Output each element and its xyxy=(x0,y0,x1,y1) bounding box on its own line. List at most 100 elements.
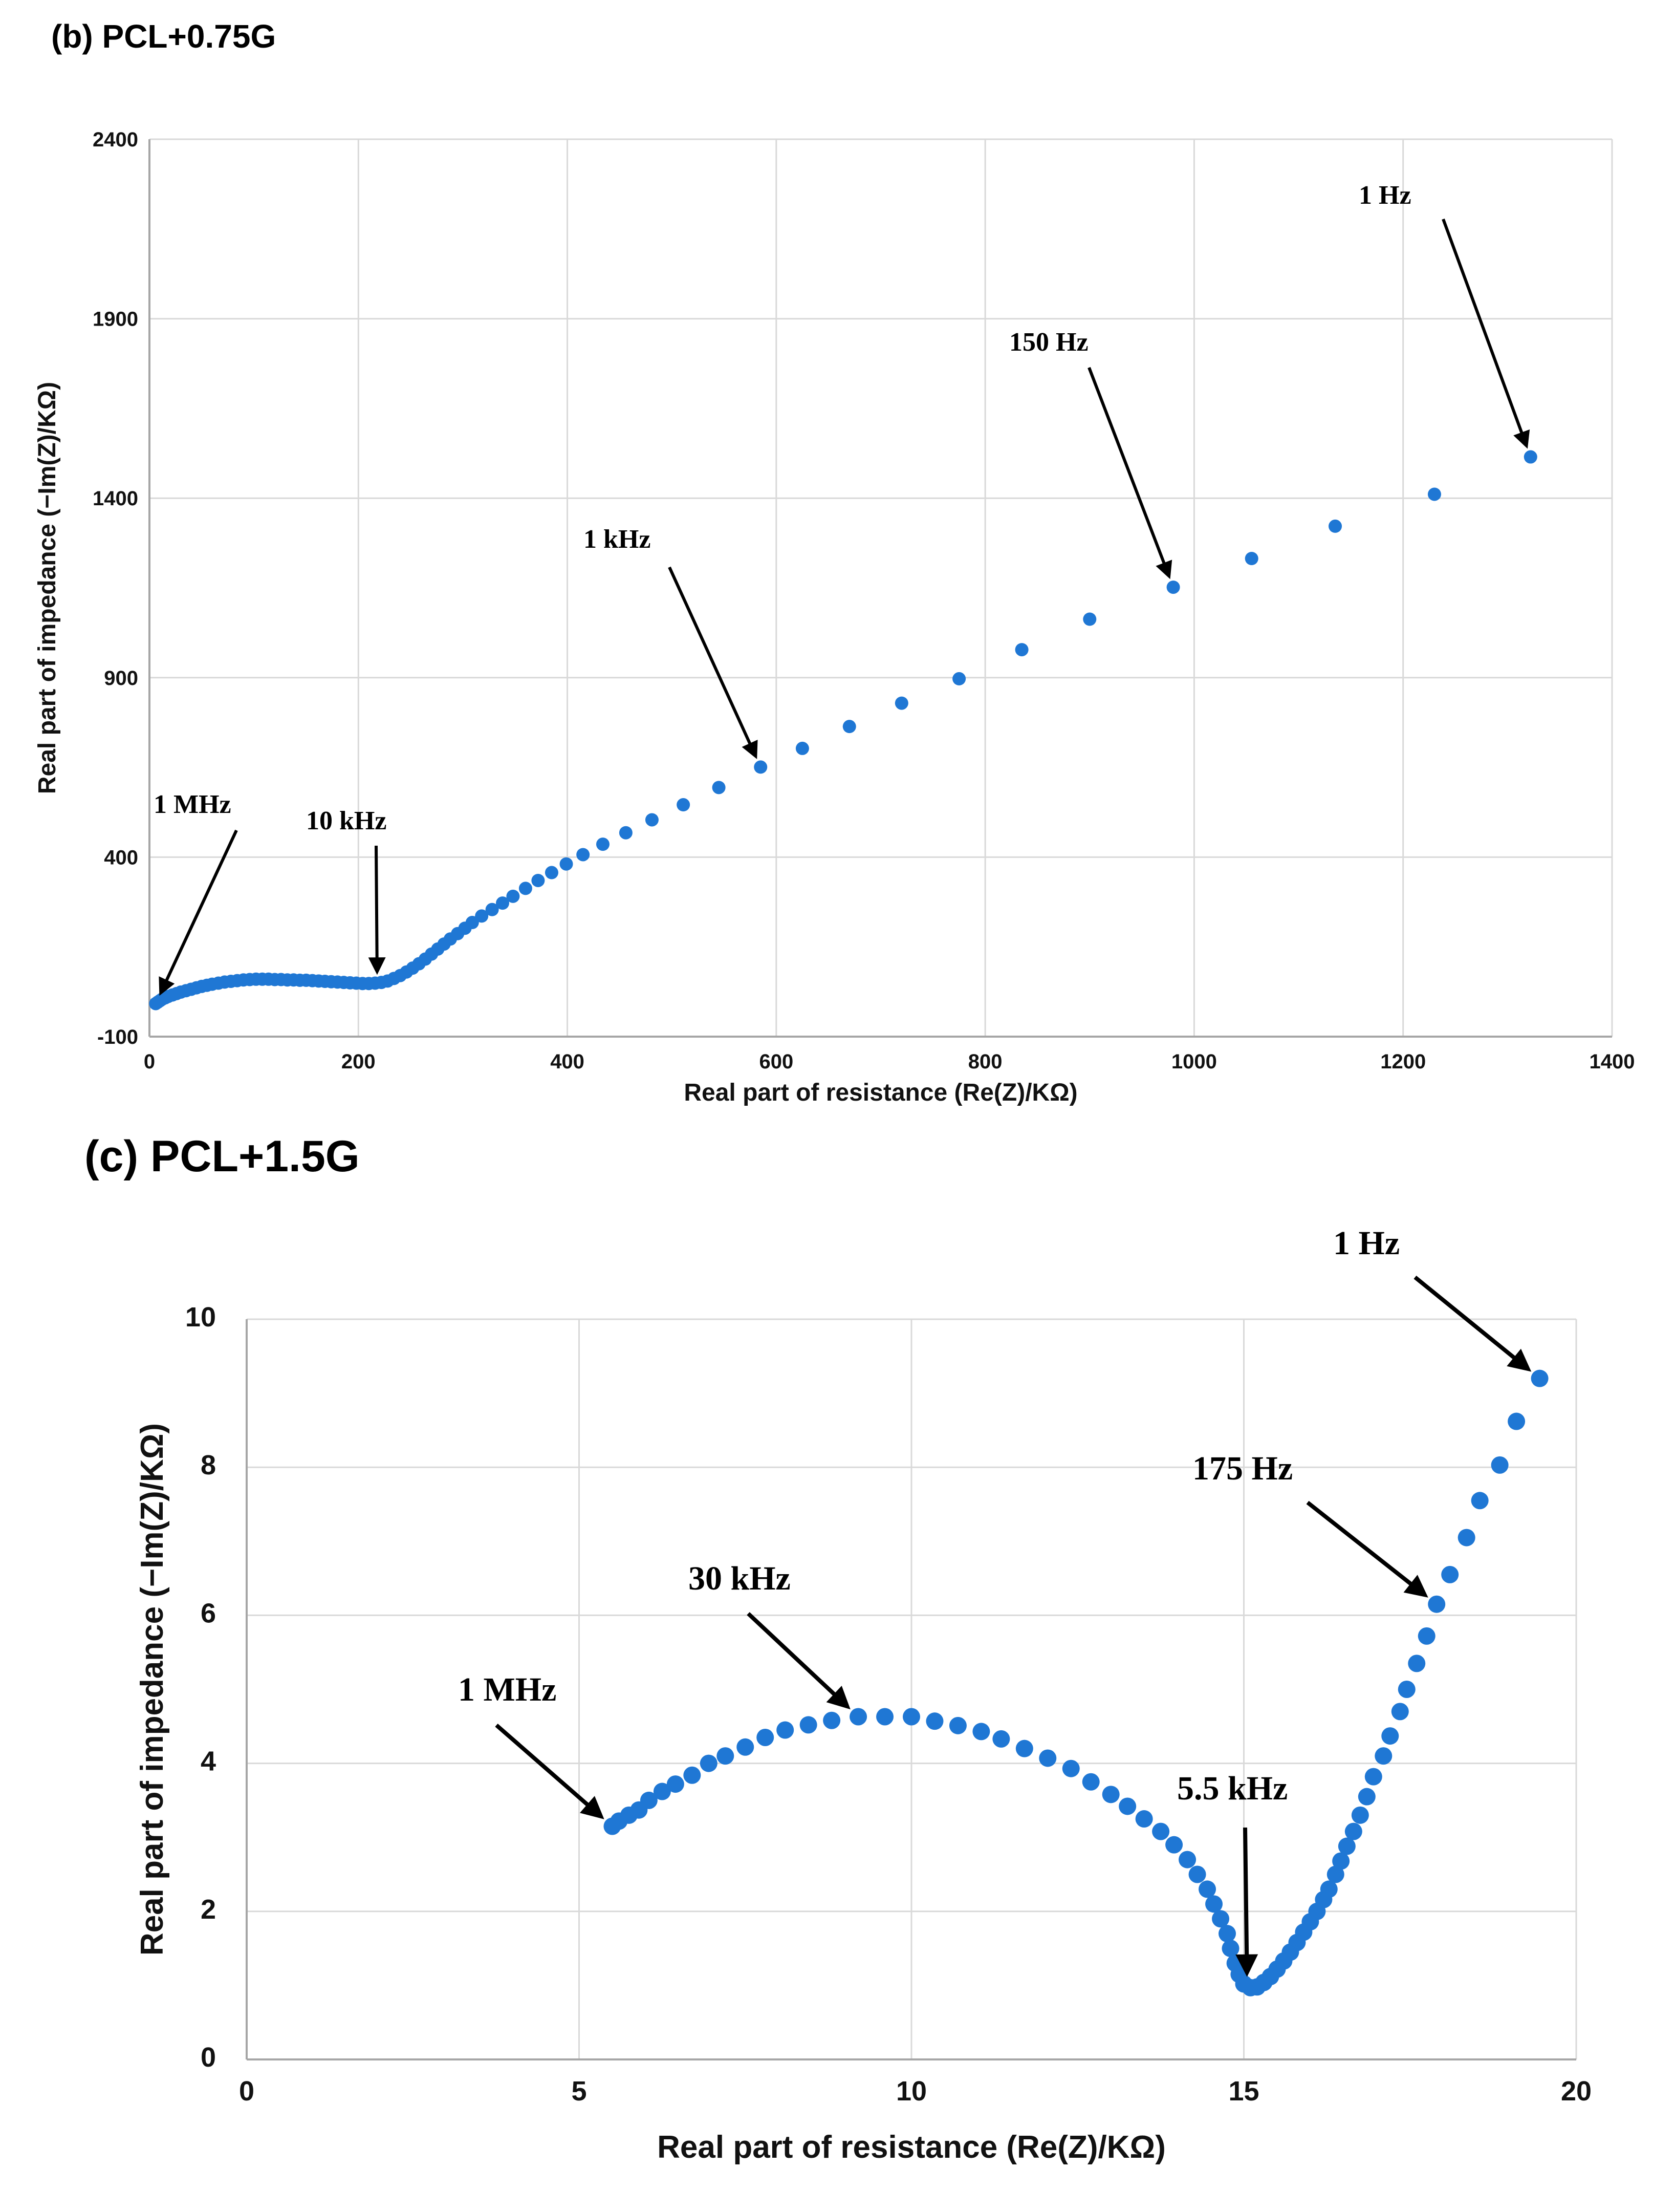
b-data-point xyxy=(1245,552,1258,566)
b-annotation-arrowhead xyxy=(1156,560,1172,579)
b-data-point xyxy=(475,909,489,923)
b-x-axis-label: Real part of resistance (Re(Z)/KΩ) xyxy=(684,1079,1077,1106)
c-data-point xyxy=(1212,1910,1230,1928)
b-data-point xyxy=(952,672,966,685)
b-x-tick-label: 800 xyxy=(968,1050,1003,1073)
c-annotation-arrowhead xyxy=(826,1686,851,1710)
c-data-point xyxy=(1119,1797,1137,1815)
c-data-point xyxy=(903,1708,920,1726)
b-annotation-arrow xyxy=(668,566,753,747)
c-data-point xyxy=(1015,1739,1033,1757)
c-data-point xyxy=(1332,1852,1350,1870)
c-data-point xyxy=(1364,1768,1382,1786)
b-data-point xyxy=(842,720,856,734)
b-data-point xyxy=(576,848,590,862)
c-data-point xyxy=(850,1708,867,1726)
c-y-tick-label: 8 xyxy=(201,1450,216,1480)
c-data-point xyxy=(1039,1749,1057,1767)
c-annotation-label: 175 Hz xyxy=(1192,1450,1293,1487)
b-data-point xyxy=(1166,581,1180,594)
c-x-tick-label: 0 xyxy=(239,2076,254,2107)
b-annotation-arrowhead xyxy=(1513,429,1530,449)
c-annotation-arrowhead xyxy=(1235,1954,1258,1977)
b-data-point xyxy=(619,826,633,840)
b-data-point xyxy=(795,741,809,755)
b-x-tick-label: 400 xyxy=(550,1050,584,1073)
b-x-tick-label: 1000 xyxy=(1171,1050,1217,1073)
b-annotation-arrowhead xyxy=(742,739,758,759)
c-data-point xyxy=(1408,1655,1426,1672)
b-y-tick-label: 1900 xyxy=(93,308,138,331)
c-data-point xyxy=(1102,1786,1120,1803)
b-data-point xyxy=(677,798,690,812)
b-annotation-arrow xyxy=(164,829,238,984)
c-data-point xyxy=(1375,1747,1393,1765)
b-data-point xyxy=(1015,643,1029,657)
c-data-point xyxy=(1135,1810,1153,1828)
c-data-point xyxy=(1508,1412,1526,1430)
b-x-tick-label: 0 xyxy=(144,1050,155,1073)
b-data-point xyxy=(1524,450,1537,464)
c-data-point xyxy=(876,1708,894,1726)
c-data-point xyxy=(776,1721,794,1739)
c-y-tick-label: 4 xyxy=(201,1746,216,1777)
c-data-point xyxy=(1358,1788,1376,1806)
c-data-point xyxy=(1491,1456,1509,1474)
c-data-point xyxy=(736,1738,754,1756)
c-data-point xyxy=(1062,1759,1080,1777)
b-data-point xyxy=(559,857,573,871)
b-annotation-arrowhead xyxy=(368,957,386,975)
c-data-point xyxy=(653,1783,671,1800)
b-annotation-label: 10 kHz xyxy=(306,806,386,835)
b-data-point xyxy=(465,916,479,930)
c-data-point xyxy=(1152,1822,1170,1840)
b-data-point xyxy=(531,873,545,887)
c-x-tick-label: 10 xyxy=(896,2076,927,2107)
c-annotation-arrowhead xyxy=(1507,1348,1532,1372)
c-data-point xyxy=(1165,1836,1183,1854)
b-data-point xyxy=(1329,519,1342,533)
b-data-point xyxy=(485,903,499,916)
c-data-point xyxy=(640,1791,658,1809)
b-y-tick-label: 1400 xyxy=(93,487,138,510)
b-data-point xyxy=(754,760,768,774)
c-data-point xyxy=(666,1775,684,1793)
c-annotation-arrow xyxy=(747,1612,839,1699)
c-data-point xyxy=(756,1728,774,1746)
c-data-point xyxy=(1351,1806,1369,1824)
b-x-tick-label: 600 xyxy=(759,1050,793,1073)
c-data-point xyxy=(926,1712,944,1730)
c-annotation-arrow xyxy=(1306,1500,1416,1588)
c-data-point xyxy=(823,1711,841,1729)
b-data-point xyxy=(496,896,510,910)
c-data-point xyxy=(1338,1837,1356,1855)
c-y-tick-label: 10 xyxy=(185,1302,216,1333)
c-annotation-arrow xyxy=(495,1723,592,1809)
b-annotation-label: 1 MHz xyxy=(154,790,231,819)
c-data-point xyxy=(1082,1773,1100,1791)
b-annotation-label: 1 kHz xyxy=(583,525,650,554)
c-annotation-arrowhead xyxy=(1403,1575,1428,1598)
c-data-point xyxy=(1219,1925,1236,1943)
c-annotation-label: 5.5 kHz xyxy=(1177,1770,1288,1807)
c-data-point xyxy=(1428,1595,1446,1613)
b-annotation-arrow xyxy=(1442,218,1525,437)
panel-c-title: (c) PCL+1.5G xyxy=(84,1132,360,1181)
c-annotation-arrow xyxy=(1243,1827,1249,1959)
b-data-point xyxy=(645,813,659,827)
c-y-tick-label: 6 xyxy=(201,1598,216,1628)
c-y-tick-label: 2 xyxy=(201,1894,216,1925)
b-annotation-label: 1 Hz xyxy=(1359,181,1411,210)
c-data-point xyxy=(992,1730,1010,1748)
b-x-tick-label: 200 xyxy=(341,1050,376,1073)
c-annotation-arrowhead xyxy=(580,1796,604,1819)
c-y-axis-label: Real part of impedance (−Im(Z)/KΩ) xyxy=(135,1423,170,1956)
c-data-point xyxy=(1344,1822,1362,1840)
b-annotation-arrowhead xyxy=(159,976,175,996)
b-data-point xyxy=(1083,612,1097,626)
c-annotation-label: 1 Hz xyxy=(1333,1225,1400,1262)
b-x-tick-label: 1200 xyxy=(1380,1050,1426,1073)
c-data-point xyxy=(1320,1880,1338,1898)
b-x-tick-label: 1400 xyxy=(1590,1050,1635,1073)
c-data-point xyxy=(972,1723,990,1741)
